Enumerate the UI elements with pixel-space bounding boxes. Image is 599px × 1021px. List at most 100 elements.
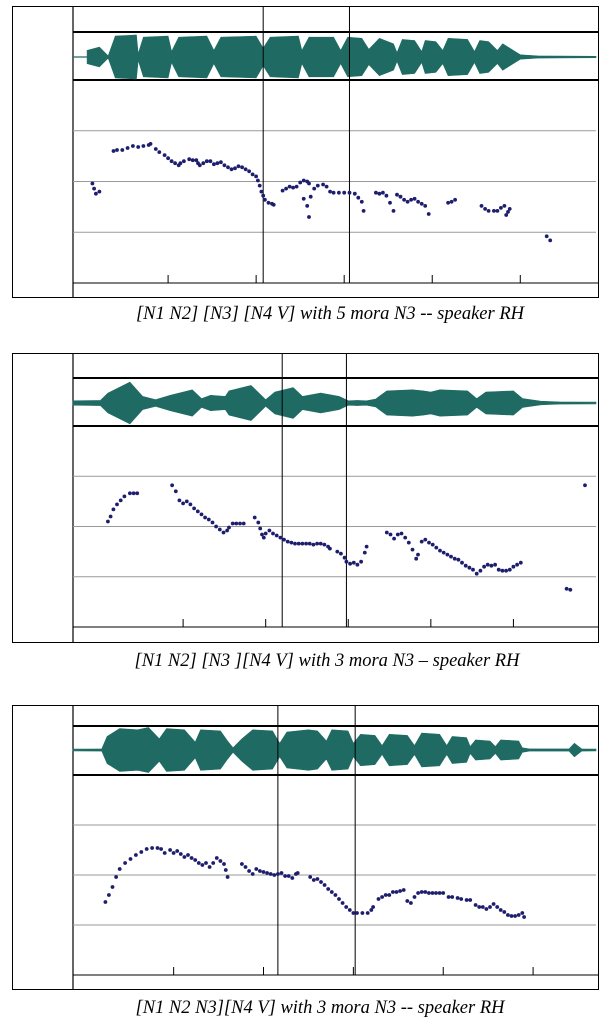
pitch-point xyxy=(182,855,187,859)
pitch-point xyxy=(337,897,341,901)
pitch-point xyxy=(351,560,356,565)
pitch-point xyxy=(159,847,164,851)
pitch-point xyxy=(181,501,186,506)
pitch-point xyxy=(456,557,461,562)
pitch-point xyxy=(414,556,419,561)
pitch-point xyxy=(215,161,220,166)
pitch-point xyxy=(206,517,211,522)
pitch-point xyxy=(391,209,396,213)
pitch-point xyxy=(312,186,317,191)
pitch-point xyxy=(243,167,248,172)
pitch-point xyxy=(177,498,182,503)
pitch-point xyxy=(230,521,235,526)
pitch-point xyxy=(301,196,306,201)
pitch-point xyxy=(254,867,259,871)
pitch-point xyxy=(286,874,291,878)
pitch-point xyxy=(504,213,509,217)
pitch-point xyxy=(473,903,478,907)
pitch-point xyxy=(453,197,457,202)
pitch-point xyxy=(247,169,252,174)
pitch-point xyxy=(337,190,341,195)
pitch-point xyxy=(214,524,219,529)
pitch-point xyxy=(276,872,280,876)
pitch-point xyxy=(387,893,392,897)
pitch-point xyxy=(344,559,349,564)
pitch-point xyxy=(173,489,178,494)
pitch-point xyxy=(380,895,384,899)
pitch-point xyxy=(196,861,201,865)
pitch-point xyxy=(388,200,392,205)
pitch-point xyxy=(123,861,127,865)
pitch-point xyxy=(449,199,454,204)
pitch-point xyxy=(409,197,413,202)
pitch-point xyxy=(212,162,216,167)
pitch-point xyxy=(141,144,146,148)
pitch-point xyxy=(416,552,420,557)
pitch-point xyxy=(449,554,453,559)
pitch-point xyxy=(339,551,343,556)
pitch-point xyxy=(394,890,399,894)
pitch-point xyxy=(507,567,512,572)
pitch-point xyxy=(362,550,367,555)
pitch-point xyxy=(406,540,411,545)
pitch-point xyxy=(348,561,352,566)
pitch-point xyxy=(342,190,347,195)
pitch-point xyxy=(169,159,174,164)
pitch-point xyxy=(333,893,338,897)
pitch-point xyxy=(252,515,257,520)
pitch-point xyxy=(459,897,464,901)
pitch-point xyxy=(492,209,496,213)
pitch-point xyxy=(289,540,294,545)
pitch-point xyxy=(455,896,460,900)
pitch-point xyxy=(452,556,457,561)
pitch-point xyxy=(364,544,369,549)
pitch-point xyxy=(311,878,316,882)
pitch-point xyxy=(257,183,262,188)
pitch-point xyxy=(506,210,510,214)
pitch-point xyxy=(489,563,494,568)
pitch-point xyxy=(583,483,587,488)
pitch-point xyxy=(326,887,331,891)
pitch-point xyxy=(403,535,408,540)
pitch-point xyxy=(263,531,268,536)
pitch-point xyxy=(402,197,406,202)
pitch-point xyxy=(412,196,417,201)
pitch-point xyxy=(381,190,385,195)
pitch-point xyxy=(90,181,95,186)
pitch-point xyxy=(250,872,255,876)
pitch-point xyxy=(247,869,252,873)
pitch-point xyxy=(111,507,116,512)
pitch-point xyxy=(485,562,490,567)
pitch-point xyxy=(234,521,239,526)
pitch-point xyxy=(115,148,119,152)
pitch-point xyxy=(398,194,403,199)
pitch-point xyxy=(484,907,489,911)
pitch-point xyxy=(516,913,521,917)
pitch-point xyxy=(207,865,212,869)
pitch-point xyxy=(478,568,483,573)
pitch-point xyxy=(223,868,228,872)
pitch-point xyxy=(117,867,122,871)
pitch-point xyxy=(106,519,110,524)
pitch-point xyxy=(218,859,223,863)
pitch-point xyxy=(502,204,507,208)
pitch-point xyxy=(507,207,512,211)
pitch-point xyxy=(412,895,417,899)
pitch-point xyxy=(488,905,492,909)
pitch-point xyxy=(474,571,479,576)
pitch-point xyxy=(261,870,266,874)
pitch-point xyxy=(347,908,352,912)
pitch-point xyxy=(504,568,508,573)
pitch-point xyxy=(189,856,194,860)
pitch-point xyxy=(359,559,363,564)
pitch-point xyxy=(148,142,153,146)
pitch-point xyxy=(491,902,496,906)
pitch-point xyxy=(441,550,446,555)
pitch-point xyxy=(190,158,195,163)
pitch-point xyxy=(427,540,431,545)
pitch-point xyxy=(500,568,505,573)
pitch-panel-1 xyxy=(12,6,599,298)
pitch-point xyxy=(107,893,111,897)
pitch-point xyxy=(225,528,230,533)
pitch-point xyxy=(263,197,267,202)
